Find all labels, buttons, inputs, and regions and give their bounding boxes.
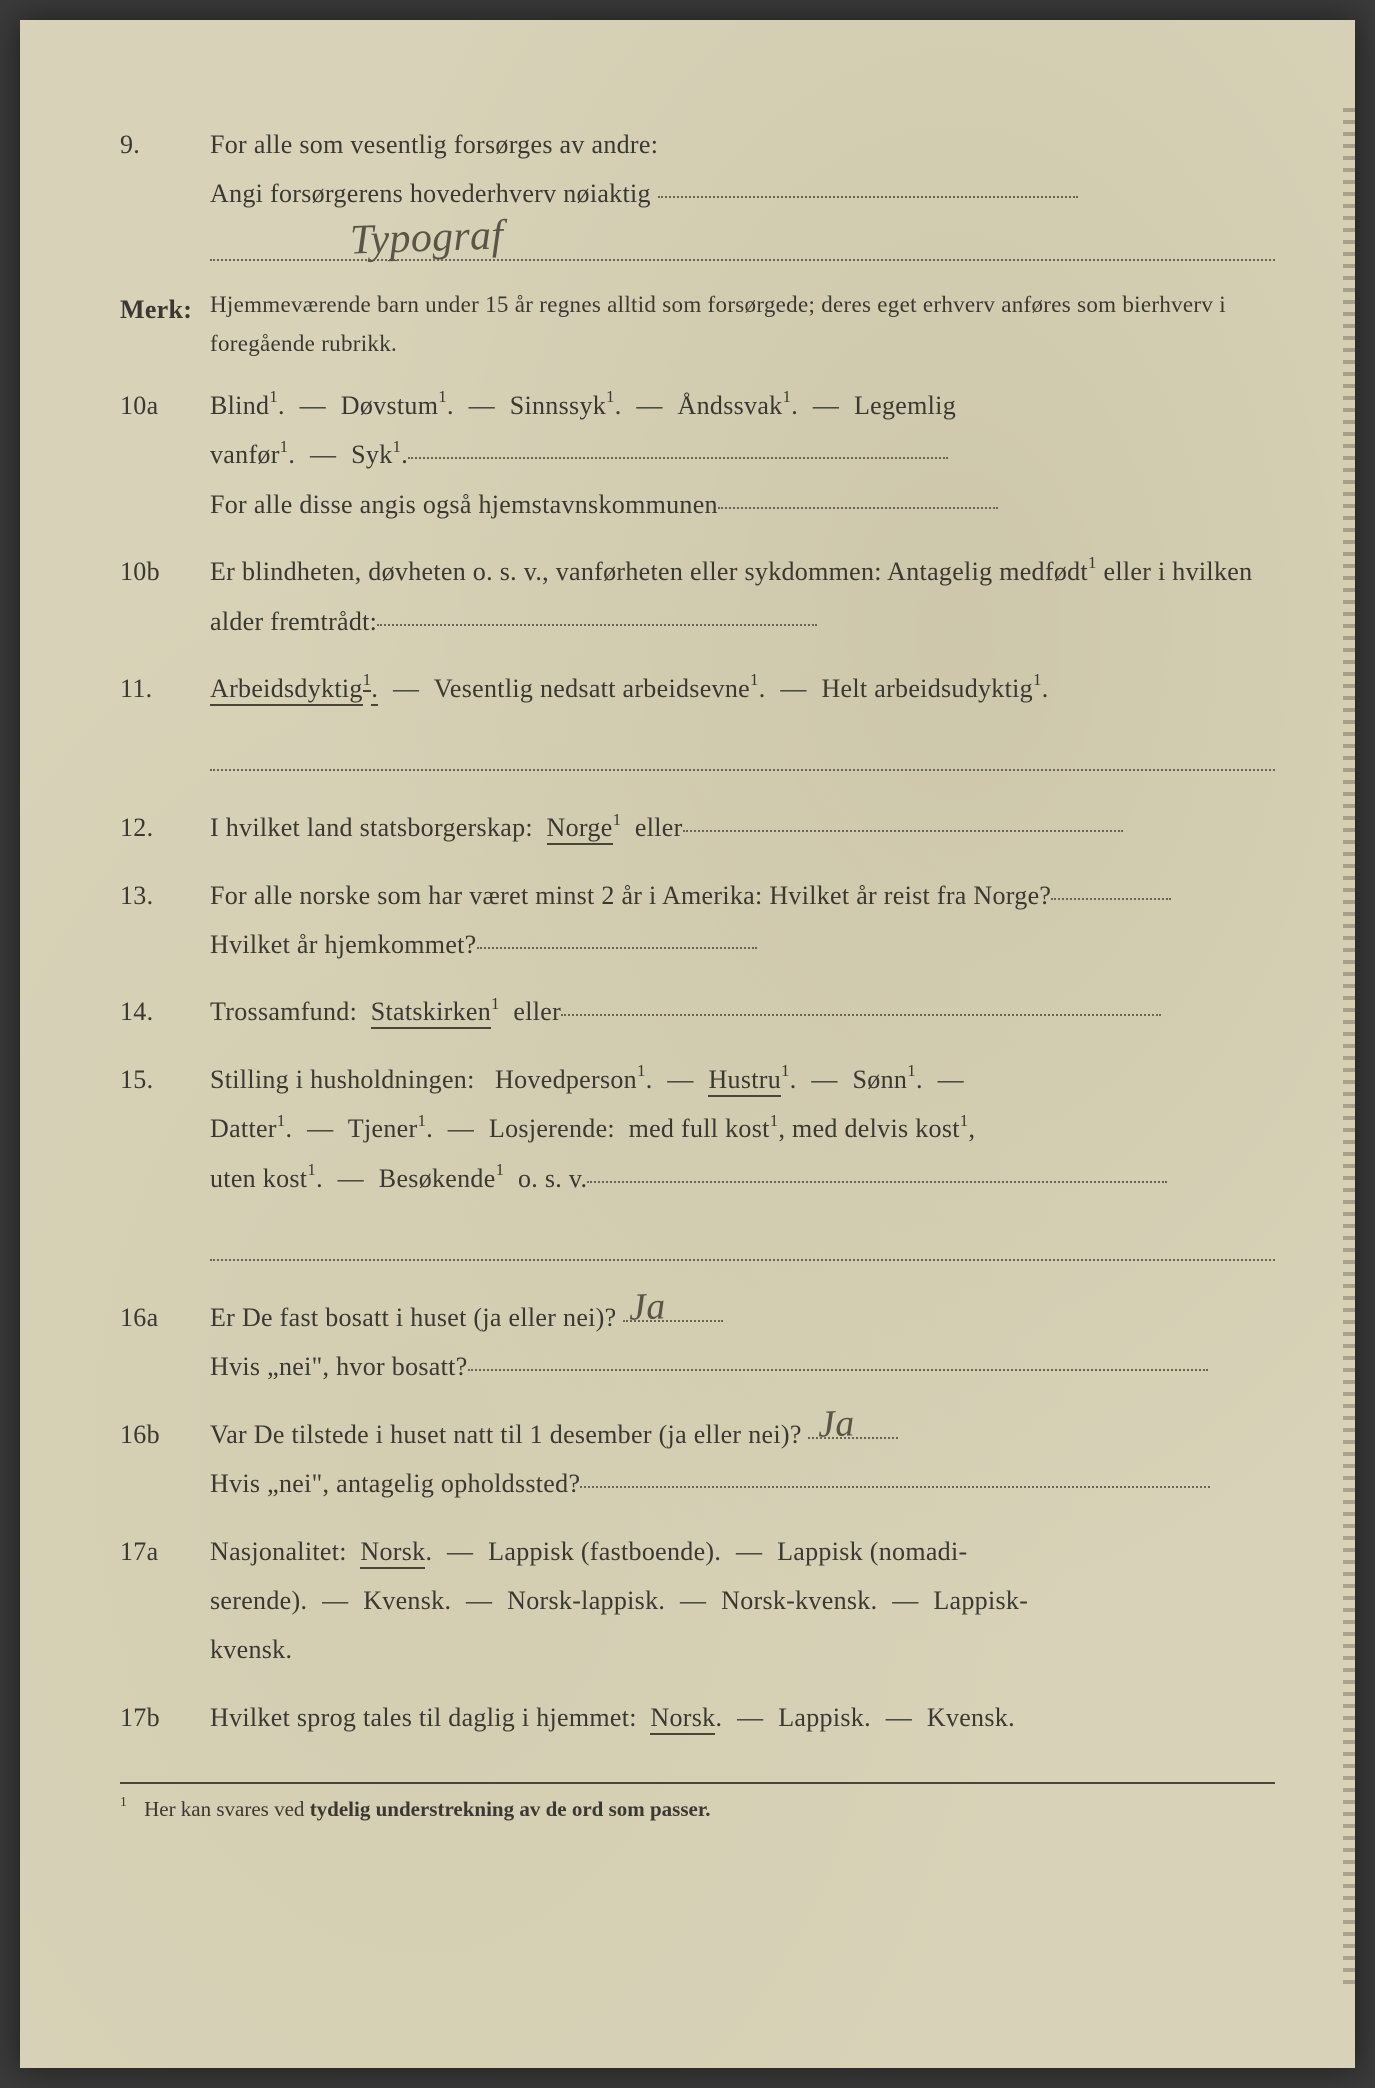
q9-content: For alle som vesentlig forsørges av andr… (210, 120, 1275, 267)
q16b-content: Var De tilstede i huset natt til 1 desem… (210, 1410, 1275, 1509)
q10a-options: Blind1. — Døvstum1. — Sinnssyk1. — Åndss… (210, 381, 1275, 480)
q16a-number: 16a (120, 1293, 210, 1392)
question-14: 14. Trossamfund: Statskirken1 eller (120, 987, 1275, 1036)
question-10b: 10b Er blindheten, døvheten o. s. v., va… (120, 547, 1275, 646)
merk-label: Merk: (120, 285, 210, 363)
q15-number: 15. (120, 1055, 210, 1275)
q13-number: 13. (120, 871, 210, 970)
q12-content: I hvilket land statsborgerskap: Norge1 e… (210, 803, 1275, 852)
q10b-content: Er blindheten, døvheten o. s. v., vanfør… (210, 547, 1275, 646)
handwritten-occupation: Typograf (349, 196, 505, 281)
q14-statskirken-underlined: Statskirken (371, 997, 491, 1029)
q11-content: Arbeidsdyktig1. — Vesentlig nedsatt arbe… (210, 664, 1275, 785)
q10b-number: 10b (120, 547, 210, 646)
handwritten-ja-16b: Ja (817, 1387, 856, 1460)
q9-number: 9. (120, 120, 210, 267)
q17b-content: Hvilket sprog tales til daglig i hjemmet… (210, 1693, 1275, 1742)
q15-content: Stilling i husholdningen: Hovedperson1. … (210, 1055, 1275, 1275)
footnote-text-prefix: Her kan svares ved (144, 1797, 310, 1821)
question-17a: 17a Nasjonalitet: Norsk. — Lappisk (fast… (120, 1527, 1275, 1675)
q15-blank (210, 1223, 1275, 1261)
q12-norge-underlined: Norge (547, 813, 613, 845)
q10a-content: Blind1. — Døvstum1. — Sinnssyk1. — Åndss… (210, 381, 1275, 529)
q14-content: Trossamfund: Statskirken1 eller (210, 987, 1275, 1036)
question-16a: 16a Er De fast bosatt i huset (ja eller … (120, 1293, 1275, 1392)
handwritten-ja-16a: Ja (628, 1270, 667, 1343)
question-15: 15. Stilling i husholdningen: Hovedperso… (120, 1055, 1275, 1275)
q16a-content: Er De fast bosatt i huset (ja eller nei)… (210, 1293, 1275, 1392)
q17a-content: Nasjonalitet: Norsk. — Lappisk (fastboen… (210, 1527, 1275, 1675)
q11-number: 11. (120, 664, 210, 785)
merk-text: Hjemmeværende barn under 15 år regnes al… (210, 285, 1275, 363)
q13-content: For alle norske som har været minst 2 år… (210, 871, 1275, 970)
footnote-marker: 1 (120, 1794, 127, 1809)
q16b-number: 16b (120, 1410, 210, 1509)
q9-handwritten-row: Typograf (210, 219, 1275, 267)
q14-number: 14. (120, 987, 210, 1036)
q10a-line2: For alle disse angis også hjemstavnskomm… (210, 480, 1275, 529)
question-11: 11. Arbeidsdyktig1. — Vesentlig nedsatt … (120, 664, 1275, 785)
question-12: 12. I hvilket land statsborgerskap: Norg… (120, 803, 1275, 852)
q17a-norsk-underlined: Norsk (360, 1537, 425, 1569)
question-17b: 17b Hvilket sprog tales til daglig i hje… (120, 1693, 1275, 1742)
q15-hustru-underlined: Hustru (708, 1065, 781, 1097)
q17b-norsk-underlined: Norsk (650, 1703, 715, 1735)
q11-blank (210, 733, 1275, 771)
footnote-text-bold: tydelig understrekning av de ord som pas… (310, 1797, 711, 1821)
merk-note: Merk: Hjemmeværende barn under 15 år reg… (120, 285, 1275, 363)
question-16b: 16b Var De tilstede i huset natt til 1 d… (120, 1410, 1275, 1509)
q11-opt1-underlined: Arbeidsdyktig (210, 674, 363, 706)
question-10a: 10a Blind1. — Døvstum1. — Sinnssyk1. — Å… (120, 381, 1275, 529)
q12-number: 12. (120, 803, 210, 852)
q9-blank (658, 196, 1078, 198)
question-9: 9. For alle som vesentlig forsørges av a… (120, 120, 1275, 267)
q9-line1: For alle som vesentlig forsørges av andr… (210, 120, 1275, 169)
q17b-number: 17b (120, 1693, 210, 1742)
footnote: 1 Her kan svares ved tydelig understrekn… (120, 1782, 1275, 1822)
q10a-number: 10a (120, 381, 210, 529)
q17a-number: 17a (120, 1527, 210, 1675)
census-form-page: 9. For alle som vesentlig forsørges av a… (20, 20, 1355, 2068)
question-13: 13. For alle norske som har været minst … (120, 871, 1275, 970)
